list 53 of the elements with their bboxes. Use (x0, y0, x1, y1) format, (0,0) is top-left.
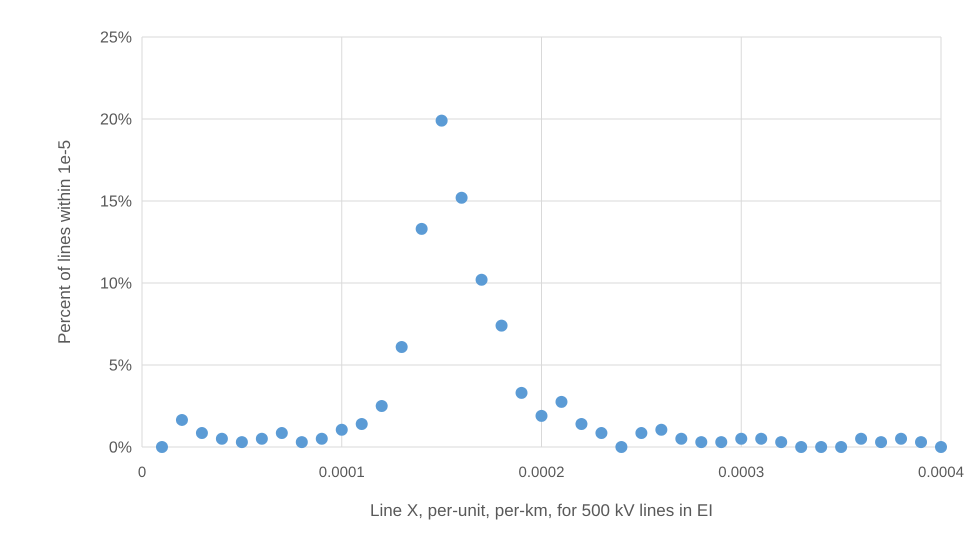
point (516, 386, 528, 399)
point (336, 424, 348, 436)
point (755, 432, 768, 445)
point (456, 192, 468, 204)
point (156, 441, 168, 453)
y-tick-label: 5% (108, 358, 132, 375)
point (476, 274, 488, 286)
y-tick-label: 10% (100, 276, 132, 293)
point (356, 418, 368, 430)
point (655, 424, 668, 436)
point (236, 436, 248, 448)
point (296, 436, 308, 448)
point (396, 340, 408, 353)
point (815, 441, 828, 453)
y-tick-label: 15% (100, 194, 132, 211)
point (496, 320, 508, 332)
point (575, 418, 588, 430)
point (855, 432, 868, 445)
point (436, 114, 448, 127)
point (316, 432, 328, 445)
point (795, 441, 808, 453)
y-tick-label: 25% (100, 30, 132, 47)
point (695, 436, 708, 448)
point (895, 432, 908, 445)
y-tick-label: 0% (108, 440, 132, 457)
point (835, 441, 848, 453)
point (196, 427, 208, 440)
x-tick-label: 0.0001 (318, 464, 365, 481)
point (615, 441, 628, 453)
x-tick-label: 0.0004 (918, 464, 964, 481)
point (735, 432, 748, 445)
point (775, 436, 788, 448)
point (715, 436, 728, 448)
point (276, 427, 288, 440)
point (935, 441, 947, 453)
x-axis-title: Line X, per-unit, per-km, for 500 kV lines in EI (370, 501, 713, 520)
point (635, 427, 648, 440)
x-tick-label: 0 (138, 464, 146, 481)
x-tick-label: 0.0002 (518, 464, 564, 481)
point (915, 436, 928, 448)
point (256, 432, 268, 445)
y-axis-title: Percent of lines within 1e-5 (55, 140, 74, 344)
point (875, 436, 888, 448)
point (216, 432, 228, 445)
point (675, 432, 688, 445)
point (376, 400, 388, 412)
point (416, 222, 428, 235)
point (595, 427, 608, 440)
point (536, 410, 548, 422)
x-tick-label: 0.0003 (718, 464, 764, 481)
point (555, 396, 568, 408)
y-tick-label: 20% (100, 112, 132, 129)
point (176, 414, 188, 426)
